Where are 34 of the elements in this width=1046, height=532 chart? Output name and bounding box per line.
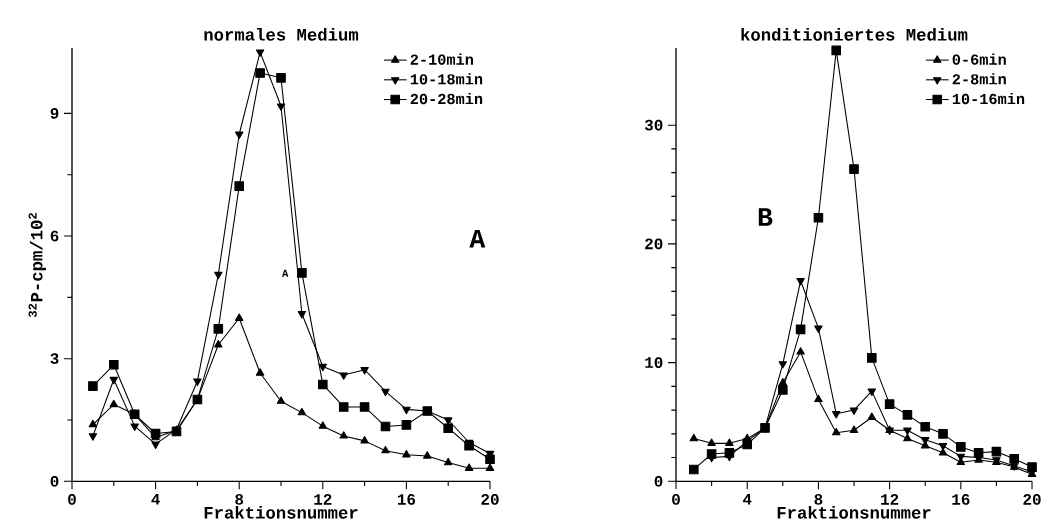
y-tick-label: 20 xyxy=(645,238,663,250)
x-axis-title: Fraktionsnummer xyxy=(204,505,358,519)
x-tick-label: 12 xyxy=(881,494,899,505)
x-tick-label: 16 xyxy=(952,494,970,505)
annotation: A xyxy=(469,229,486,248)
annotation: A xyxy=(281,269,289,277)
legend-label: 0-6min xyxy=(952,53,1006,65)
legend-label: 20-28min xyxy=(410,93,483,105)
y-tick-label: 30 xyxy=(644,119,663,131)
x-axis-title: Fraktionsnummer xyxy=(777,505,931,519)
chart-title: normales Medium xyxy=(204,27,359,41)
y-axis-title: $^{32}$P-cpm/10$^{2}$ xyxy=(28,213,46,318)
x-tick-label: 20 xyxy=(1023,494,1041,505)
x-tick-label: 4 xyxy=(742,494,752,505)
x-tick-label: 12 xyxy=(314,494,332,505)
legend-label: 10-18min xyxy=(410,73,483,85)
x-tick-label: 20 xyxy=(481,494,499,505)
chart-title: konditioniertes Medium xyxy=(741,27,968,41)
annotation: B xyxy=(758,208,773,226)
x-tick-label: 16 xyxy=(397,494,416,505)
y-tick-label: 9 xyxy=(50,107,59,119)
y-tick-label: 0 xyxy=(50,475,59,487)
legend-label: 2-8min xyxy=(952,73,1006,85)
y-tick-label: 10 xyxy=(645,357,663,369)
x-tick-label: 0 xyxy=(672,494,680,505)
x-tick-label: 8 xyxy=(235,494,244,505)
x-tick-label: 4 xyxy=(151,494,160,505)
y-tick-label: 0 xyxy=(654,475,663,487)
y-tick-label: 6 xyxy=(50,230,59,242)
y-tick-label: 3 xyxy=(50,353,59,365)
x-tick-label: 0 xyxy=(68,494,76,505)
x-tick-label: 8 xyxy=(814,494,823,505)
legend-label: 2-10min xyxy=(410,53,473,65)
legend-label: 10-16min xyxy=(952,93,1025,105)
